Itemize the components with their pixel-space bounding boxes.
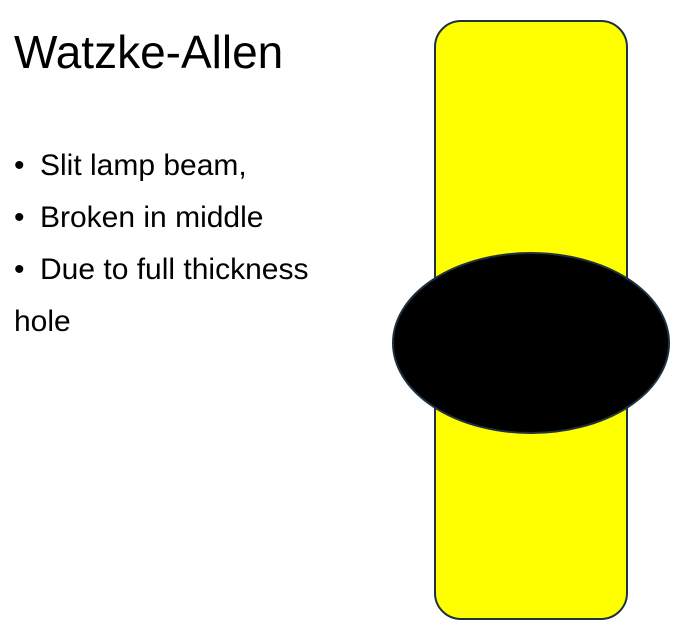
slide-title: Watzke-Allen bbox=[14, 26, 284, 78]
bullet-marker: • bbox=[14, 201, 25, 234]
full-thickness-hole bbox=[392, 252, 670, 434]
bullet-item: • Due to full thickness hole bbox=[14, 244, 384, 348]
bullet-list: • Slit lamp beam, • Broken in middle • Due … bbox=[14, 140, 384, 348]
bullet-text: Slit lamp beam, bbox=[40, 149, 247, 182]
bullet-marker: • bbox=[14, 253, 25, 286]
bullet-item: • Broken in middle bbox=[14, 192, 384, 244]
bullet-continuation: hole bbox=[14, 305, 71, 338]
bullet-text: Broken in middle bbox=[40, 201, 264, 234]
bullet-item: • Slit lamp beam, bbox=[14, 140, 384, 192]
bullet-text: Due to full thickness bbox=[40, 253, 309, 286]
bullet-marker: • bbox=[14, 149, 25, 182]
